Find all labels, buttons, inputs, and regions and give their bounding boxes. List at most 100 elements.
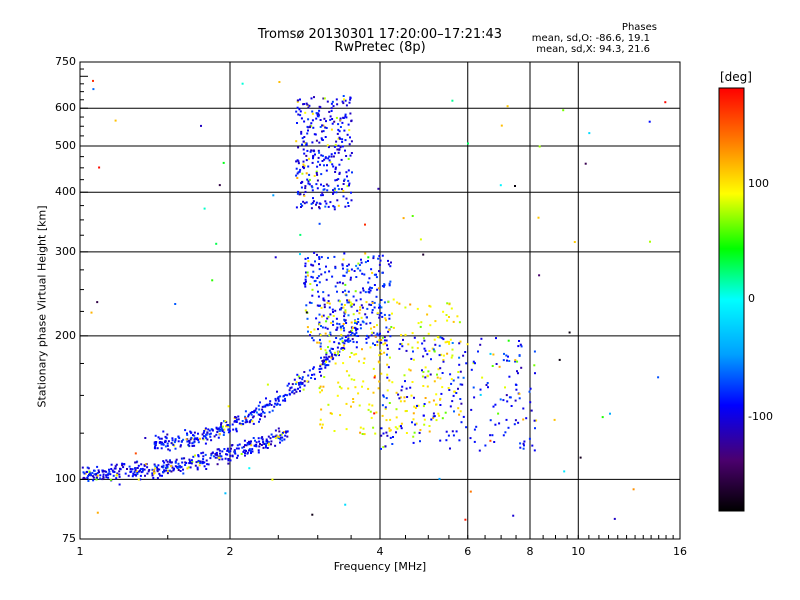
data-point bbox=[380, 312, 383, 315]
x-axis-label: Frequency [MHz] bbox=[333, 560, 427, 573]
data-point bbox=[451, 354, 454, 357]
data-point bbox=[377, 387, 380, 390]
data-point bbox=[330, 356, 333, 359]
data-point bbox=[193, 438, 196, 441]
data-point bbox=[277, 399, 280, 402]
data-point bbox=[321, 194, 324, 197]
data-point bbox=[405, 410, 408, 412]
data-point bbox=[470, 368, 473, 371]
data-point bbox=[480, 337, 483, 340]
data-point bbox=[378, 354, 381, 357]
data-point bbox=[491, 434, 494, 437]
data-point bbox=[255, 407, 258, 410]
data-point bbox=[128, 465, 131, 468]
data-point bbox=[529, 387, 532, 390]
data-point bbox=[332, 315, 335, 317]
data-point bbox=[299, 110, 302, 113]
data-point bbox=[516, 370, 518, 373]
data-point bbox=[427, 370, 430, 373]
data-point bbox=[215, 451, 218, 454]
data-point bbox=[368, 303, 371, 306]
data-point bbox=[331, 163, 334, 166]
data-point bbox=[584, 162, 587, 165]
data-point bbox=[240, 423, 243, 426]
data-point bbox=[378, 316, 381, 319]
data-point bbox=[339, 126, 342, 128]
data-point bbox=[277, 437, 280, 440]
data-point bbox=[336, 132, 339, 135]
data-point bbox=[337, 353, 339, 356]
data-point bbox=[324, 200, 327, 203]
data-point bbox=[416, 307, 419, 310]
data-point bbox=[373, 306, 376, 309]
data-point bbox=[448, 316, 450, 318]
data-point bbox=[315, 172, 318, 174]
data-point bbox=[98, 471, 100, 474]
data-point bbox=[376, 344, 379, 347]
data-point bbox=[86, 470, 88, 473]
data-point bbox=[494, 403, 497, 406]
data-point bbox=[251, 416, 254, 419]
data-point bbox=[345, 322, 348, 324]
data-point bbox=[333, 187, 336, 190]
data-point bbox=[364, 252, 367, 255]
data-point bbox=[139, 468, 142, 470]
data-point bbox=[535, 419, 538, 422]
data-point bbox=[182, 468, 184, 471]
data-point bbox=[154, 434, 157, 437]
data-point bbox=[148, 469, 151, 471]
data-point bbox=[447, 387, 450, 389]
data-point bbox=[332, 320, 334, 323]
data-point bbox=[450, 382, 453, 385]
data-point bbox=[346, 265, 349, 267]
data-point bbox=[422, 355, 425, 358]
data-point bbox=[306, 271, 309, 274]
data-point bbox=[373, 284, 376, 286]
data-point bbox=[165, 466, 168, 469]
data-point bbox=[315, 203, 317, 206]
colorbar-tick-100: 100 bbox=[748, 177, 769, 190]
data-point bbox=[519, 446, 522, 449]
data-point bbox=[318, 321, 321, 324]
data-point bbox=[376, 340, 379, 343]
data-point bbox=[522, 418, 525, 421]
data-point bbox=[222, 161, 225, 164]
data-point bbox=[216, 448, 219, 451]
data-point bbox=[399, 396, 402, 399]
data-point bbox=[395, 391, 398, 394]
data-point bbox=[349, 97, 352, 99]
data-point bbox=[92, 476, 95, 479]
data-point bbox=[312, 367, 315, 370]
data-point bbox=[114, 467, 117, 470]
data-point bbox=[372, 342, 374, 345]
data-point bbox=[225, 453, 227, 456]
data-point bbox=[520, 345, 523, 348]
data-point bbox=[234, 416, 237, 418]
data-point bbox=[370, 334, 373, 337]
data-point bbox=[349, 334, 352, 337]
data-point bbox=[520, 366, 523, 369]
data-point bbox=[452, 394, 455, 397]
data-point bbox=[361, 306, 364, 309]
data-point bbox=[351, 171, 353, 174]
data-point bbox=[270, 433, 273, 436]
data-point bbox=[323, 97, 326, 100]
data-point bbox=[89, 473, 92, 476]
data-point bbox=[347, 205, 350, 207]
data-point bbox=[446, 340, 449, 343]
data-point bbox=[295, 140, 298, 143]
data-point bbox=[458, 363, 461, 366]
data-point bbox=[365, 341, 368, 344]
data-point bbox=[226, 449, 229, 452]
x-tick-label: 4 bbox=[376, 545, 384, 558]
data-point bbox=[328, 340, 331, 343]
data-point bbox=[387, 366, 390, 369]
data-point bbox=[327, 256, 329, 259]
data-point bbox=[318, 368, 321, 371]
data-point bbox=[96, 472, 99, 474]
data-point bbox=[314, 260, 316, 263]
data-point bbox=[413, 336, 416, 339]
data-point bbox=[311, 513, 314, 516]
data-point bbox=[429, 373, 432, 376]
data-point bbox=[238, 443, 241, 446]
